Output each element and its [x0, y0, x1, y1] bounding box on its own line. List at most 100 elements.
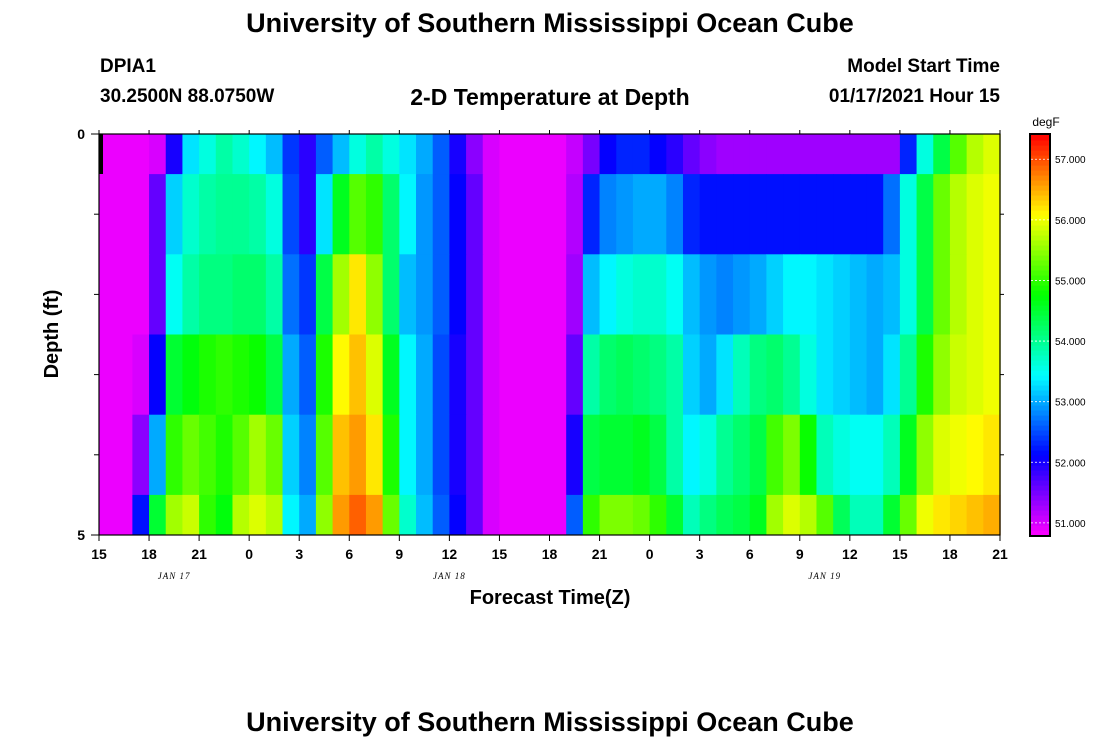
- heatmap-cell: [199, 494, 217, 536]
- colorbar-segment: [1031, 500, 1049, 506]
- heatmap-cell: [899, 414, 918, 496]
- heatmap-cell: [783, 174, 801, 255]
- heatmap-cell: [349, 134, 367, 175]
- x-tick-label: 12: [442, 546, 458, 562]
- heatmap-cell: [966, 494, 984, 536]
- colorbar-segment: [1031, 530, 1049, 536]
- colorbar-segment: [1031, 405, 1049, 411]
- heatmap-cell: [649, 494, 667, 536]
- heatmap-cell: [849, 254, 868, 335]
- heatmap-cell: [799, 334, 818, 416]
- colorbar-segment: [1031, 235, 1049, 241]
- heatmap-cell: [365, 494, 384, 536]
- heatmap-cell: [616, 494, 634, 536]
- colorbar-segment: [1031, 385, 1049, 391]
- heatmap-cell: [849, 494, 868, 536]
- heatmap-cell: [232, 494, 250, 536]
- heatmap-cell: [699, 334, 717, 416]
- colorbar-segment: [1031, 140, 1049, 146]
- heatmap-cell: [399, 134, 417, 175]
- heatmap-cell: [365, 174, 384, 255]
- heatmap-cell: [516, 174, 534, 255]
- heatmap-cell: [966, 334, 984, 416]
- colorbar-segment: [1031, 250, 1049, 256]
- heatmap-cell: [649, 134, 667, 175]
- y-axis: 05: [77, 126, 1004, 543]
- colorbar-segment: [1031, 305, 1049, 311]
- heatmap-cell: [115, 334, 133, 416]
- heatmap-cell: [599, 174, 617, 255]
- colorbar-segment: [1031, 445, 1049, 451]
- colorbar-segment: [1031, 490, 1049, 496]
- x-tick-label: 21: [992, 546, 1008, 562]
- colorbar-segment: [1031, 280, 1049, 286]
- heatmap-cell: [249, 254, 267, 335]
- heatmap-cell: [115, 134, 133, 175]
- heatmap-cell: [833, 174, 851, 255]
- colorbar-segment: [1031, 340, 1049, 346]
- heatmap-cell: [232, 254, 250, 335]
- heatmap-cell: [883, 414, 901, 496]
- heatmap-cell: [733, 134, 751, 175]
- heatmap-cell: [416, 494, 434, 536]
- heatmap-cell: [265, 174, 284, 255]
- heatmap-cell: [365, 254, 384, 335]
- station-id: DPIA1: [100, 56, 156, 77]
- heatmap-cell: [432, 174, 450, 255]
- heatmap-cell: [733, 334, 751, 416]
- heatmap-cell: [649, 174, 667, 255]
- colorbar-segment: [1031, 245, 1049, 251]
- heatmap-cell: [282, 414, 300, 496]
- heatmap-cell: [699, 414, 717, 496]
- heatmap-cell: [899, 494, 918, 536]
- heatmap-cell: [549, 414, 567, 496]
- heatmap-cell: [949, 334, 968, 416]
- colorbar-segment: [1031, 200, 1049, 206]
- heatmap-cell: [332, 254, 350, 335]
- colorbar-segment: [1031, 380, 1049, 386]
- heatmap-cell: [299, 494, 317, 536]
- heatmap-cell: [315, 174, 334, 255]
- heatmap-cell: [816, 334, 834, 416]
- heatmap-cell: [783, 254, 801, 335]
- heatmap-cell: [799, 134, 818, 175]
- heatmap-cell: [99, 254, 117, 335]
- heatmap-cell: [499, 494, 517, 536]
- heatmap-cell: [532, 414, 551, 496]
- heatmap-cell: [566, 494, 584, 536]
- heatmap-cell: [632, 134, 651, 175]
- colorbar-segment: [1031, 330, 1049, 336]
- heatmap-cell: [866, 334, 884, 416]
- heatmap-cell: [382, 494, 400, 536]
- heatmap-cell: [132, 254, 150, 335]
- heatmap-cell: [115, 254, 133, 335]
- heatmap-cell: [632, 334, 651, 416]
- heatmap-cell: [666, 414, 684, 496]
- heatmap-cell: [983, 494, 1001, 536]
- colorbar-frame: [1029, 133, 1051, 537]
- heatmap-cell: [733, 174, 751, 255]
- heatmap-cell: [783, 414, 801, 496]
- heatmap-cells: [99, 134, 1001, 536]
- heatmap-cell: [432, 134, 450, 175]
- heatmap-cell: [299, 414, 317, 496]
- heatmap-cell: [532, 134, 551, 175]
- colorbar-segment: [1031, 470, 1049, 476]
- heatmap-cell: [416, 134, 434, 175]
- colorbar-segment: [1031, 415, 1049, 421]
- heatmap-cell: [983, 414, 1001, 496]
- heatmap-cell: [149, 494, 167, 536]
- heatmap-cell: [482, 254, 501, 335]
- heatmap-cell: [566, 414, 584, 496]
- heatmap-cell: [816, 414, 834, 496]
- heatmap-cell: [115, 494, 133, 536]
- heatmap-cell: [983, 174, 1001, 255]
- heatmap-cell: [616, 174, 634, 255]
- heatmap-cell: [582, 134, 601, 175]
- model-start-label: Model Start Time: [847, 56, 1000, 77]
- heatmap-cell: [866, 174, 884, 255]
- heatmap-cell: [199, 334, 217, 416]
- colorbar-segment: [1031, 315, 1049, 321]
- heatmap-cell: [783, 494, 801, 536]
- heatmap-cell: [699, 134, 717, 175]
